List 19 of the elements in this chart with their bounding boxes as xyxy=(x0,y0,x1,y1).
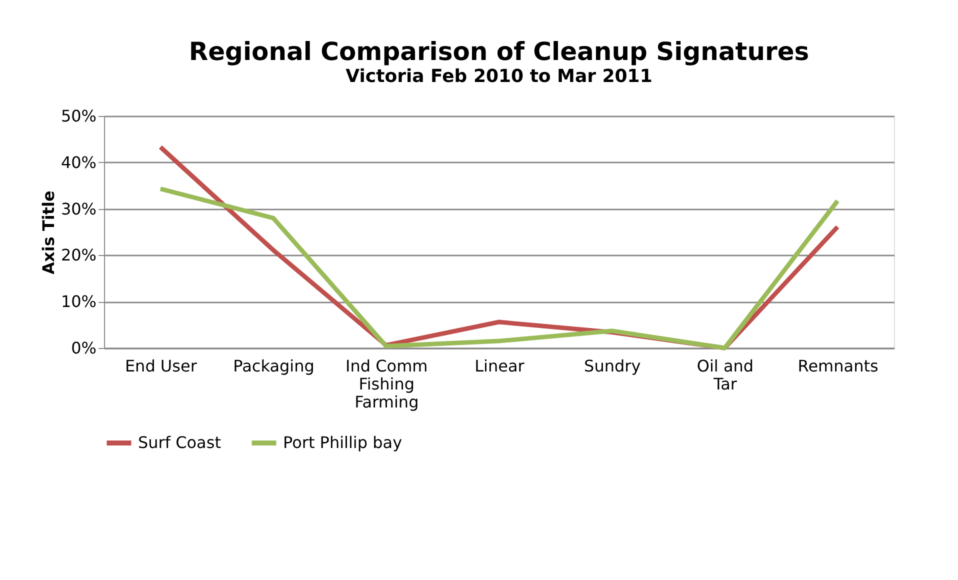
y-tick-label: 40% xyxy=(60,152,96,172)
x-tick-label: End User xyxy=(124,356,198,376)
y-tick-label: 20% xyxy=(60,246,96,265)
y-tick-label: 10% xyxy=(60,292,96,312)
line-series xyxy=(158,186,840,350)
x-tick-label: Remnants xyxy=(798,356,878,376)
y-tick-label: 30% xyxy=(60,199,96,218)
x-tick-label: Packaging xyxy=(233,356,314,376)
x-tick-label: Sundry xyxy=(584,356,641,376)
chart-subtitle: Victoria Feb 2010 to Mar 2011 xyxy=(346,66,652,87)
legend-label: Port Phillip bay xyxy=(283,433,402,452)
x-tick-label: Oil and Tar xyxy=(696,356,754,394)
x-tick-label: Linear xyxy=(474,356,525,376)
y-tick-label: 0% xyxy=(71,338,96,358)
chart-title: Regional Comparison of Cleanup Signatures xyxy=(188,37,810,66)
legend-label: Surf Coast xyxy=(138,433,221,452)
x-tick-label: Ind Comm Fishing Farming xyxy=(346,356,428,412)
y-tick-label: 50% xyxy=(60,106,96,126)
y-axis-title: Axis Title xyxy=(38,190,58,274)
